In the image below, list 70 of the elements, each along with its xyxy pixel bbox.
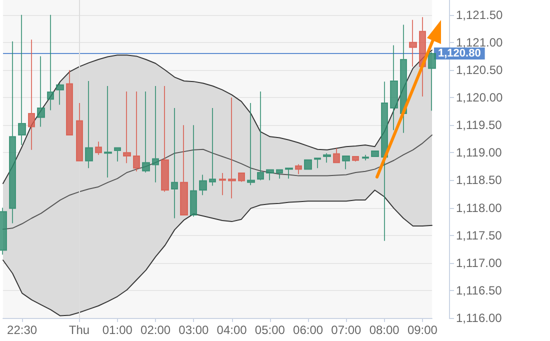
candlestick	[371, 150, 379, 158]
x-tick-label: 07:00	[331, 323, 362, 337]
y-tick-label: 1,120.50	[456, 62, 504, 77]
candlestick	[314, 158, 321, 169]
candlestick	[333, 148, 340, 164]
candlestick	[171, 108, 178, 219]
x-tick-label: 04:00	[216, 323, 248, 337]
candlestick	[142, 90, 150, 174]
candlestick	[190, 124, 197, 218]
candlestick	[37, 56, 45, 128]
y-tick-label: 1,121.50	[456, 8, 504, 22]
candlestick	[342, 155, 350, 170]
candlestick	[161, 85, 169, 192]
x-tick-label: 01:00	[102, 323, 133, 337]
candlestick	[152, 85, 159, 183]
y-tick-label: 1,117.50	[456, 228, 502, 242]
y-tick-label: 1,119.00	[456, 146, 502, 160]
candlestick	[219, 172, 226, 196]
candlestick	[114, 147, 121, 162]
line-series	[2, 190, 432, 316]
x-tick-label: 05:00	[254, 323, 286, 337]
candlestick	[352, 155, 359, 162]
candlestick	[56, 82, 64, 106]
candlestick	[47, 14, 54, 111]
candlestick	[323, 152, 331, 164]
x-tick-label: Thu	[68, 323, 90, 337]
candlestick	[257, 90, 264, 181]
candlestick	[123, 90, 131, 164]
y-tick-label: 1,118.50	[456, 173, 502, 188]
y-tick-label: 1,120.00	[456, 90, 504, 105]
x-tick-label: 22:30	[7, 323, 38, 337]
candlestick	[199, 174, 207, 196]
x-tick-label: 03:00	[178, 323, 210, 337]
candlestick	[295, 164, 302, 175]
candlestick	[362, 154, 369, 161]
y-tick-label: 1,119.50	[456, 118, 502, 132]
candlestick	[66, 69, 73, 136]
candlestick	[209, 108, 216, 186]
candlestick	[238, 172, 245, 182]
x-tick-label: 08:00	[369, 323, 400, 337]
candlestick	[428, 52, 436, 112]
candlestick	[180, 124, 188, 216]
candlestick	[285, 168, 293, 180]
x-tick-label: 06:00	[293, 323, 324, 337]
candlestick	[76, 102, 83, 162]
candlestick	[18, 14, 26, 146]
x-tick-label: 09:00	[407, 323, 438, 337]
candlestick	[228, 97, 236, 199]
candlestick	[28, 39, 35, 150]
ref-line-label: 1,120.80	[438, 47, 481, 60]
y-tick-label: 1,121.00	[456, 35, 504, 50]
candlestick	[247, 102, 255, 186]
y-tick-label: 1,117.00	[456, 256, 502, 270]
candlestick	[400, 24, 407, 134]
y-tick-label: 1,116.50	[456, 283, 502, 298]
y-tick-label: 1,116.00	[456, 311, 502, 325]
candlestick	[95, 141, 102, 156]
candlestick	[133, 90, 140, 172]
candlestick	[266, 169, 274, 181]
candlestick	[85, 80, 93, 169]
candlestick	[9, 40, 16, 224]
candlestick	[276, 169, 283, 180]
candlestick	[304, 159, 312, 170]
y-tick-label: 1,118.00	[456, 200, 502, 215]
candlestick	[104, 85, 112, 178]
candlestick	[390, 44, 398, 131]
candlestick	[381, 81, 388, 242]
candlestick	[0, 207, 7, 256]
candlestick	[409, 19, 417, 68]
x-tick-label: 02:00	[140, 323, 171, 337]
